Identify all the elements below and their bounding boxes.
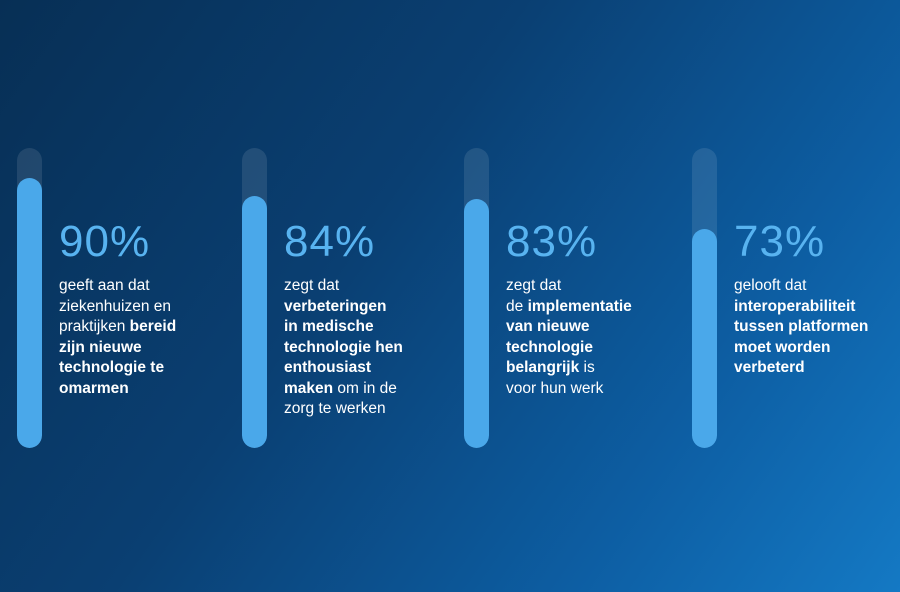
bar-track-4 [692,148,717,448]
description-line: praktijken bereid [59,318,176,335]
bar-fill-1 [17,178,42,448]
description-bold-text: verbeterd [734,359,805,376]
description-line: maken om in de [284,380,397,397]
description-bold-text: tussen platformen [734,318,869,335]
description-line: technologie hen [284,339,403,356]
description-line: ziekenhuizen en [59,298,171,315]
description-line: enthousiast [284,359,371,376]
description-bold-text: belangrijk [506,359,580,376]
description-bold-text: technologie hen [284,338,403,356]
description-text: de [506,297,528,315]
description-bold-text: van nieuwe [506,318,590,335]
description-bold-text: technologie [506,338,593,356]
description-line: interoperabiliteit [734,298,855,315]
description-line: technologie [506,339,593,356]
description-bold-text: moet worden [734,338,831,356]
description-bold-text: enthousiast [284,359,371,376]
description-bold-text: interoperabiliteit [734,297,856,315]
description-text: ziekenhuizen en [59,297,172,315]
description-3: zegt dat de implementatie van nieuwe techno… [506,276,676,399]
description-text: zegt dat [506,277,562,294]
description-line: omarmen [59,380,129,397]
description-line: de implementatie [506,298,632,315]
description-line: technologie te [59,359,164,376]
description-line: in medische [284,318,374,335]
description-bold-text: omarmen [59,379,129,397]
description-text: voor hun werk [506,379,604,397]
description-line: belangrijk is [506,359,595,376]
description-bold-text: bereid [129,318,177,335]
description-line: zijn nieuwe [59,339,142,356]
description-line: tussen platformen [734,318,868,335]
bar-track-1 [17,148,42,448]
description-bold-text: technologie te [59,359,165,376]
bar-fill-4 [692,229,717,448]
description-line: zorg te werken [284,400,386,417]
description-line: zegt dat [284,277,339,294]
description-line: verbeterd [734,359,805,376]
description-text: om in de [333,379,397,397]
description-line: zegt dat [506,277,561,294]
description-line: geeft aan dat [59,277,150,294]
description-text: geeft aan dat [59,277,150,294]
description-text: zorg te werken [284,400,386,417]
bar-fill-3 [464,199,489,448]
bar-track-2 [242,148,267,448]
percent-label-2: 84% [284,217,376,266]
description-text: zegt dat [284,277,340,294]
description-bold-text: in medische [284,318,374,335]
description-2: zegt dat verbeteringen in medische technolo… [284,276,454,420]
percent-label-3: 83% [506,217,598,266]
description-line: moet worden [734,339,830,356]
percent-label-4: 73% [734,217,826,266]
description-4: gelooft dat interoperabiliteit tussen plat… [734,276,900,379]
bar-fill-2 [242,196,267,448]
description-text: is [579,359,595,376]
description-bold-text: implementatie [527,297,632,315]
bar-track-3 [464,148,489,448]
description-line: gelooft dat [734,277,806,294]
description-bold-text: maken [284,379,334,397]
description-line: van nieuwe [506,318,590,335]
description-text: praktijken [59,318,130,335]
description-line: verbeteringen [284,298,387,315]
description-text: gelooft dat [734,277,807,294]
description-line: voor hun werk [506,380,603,397]
percent-label-1: 90% [59,217,151,266]
description-bold-text: verbeteringen [284,297,387,315]
description-bold-text: zijn nieuwe [59,338,142,356]
description-1: geeft aan dat ziekenhuizen en praktijken b… [59,276,229,399]
